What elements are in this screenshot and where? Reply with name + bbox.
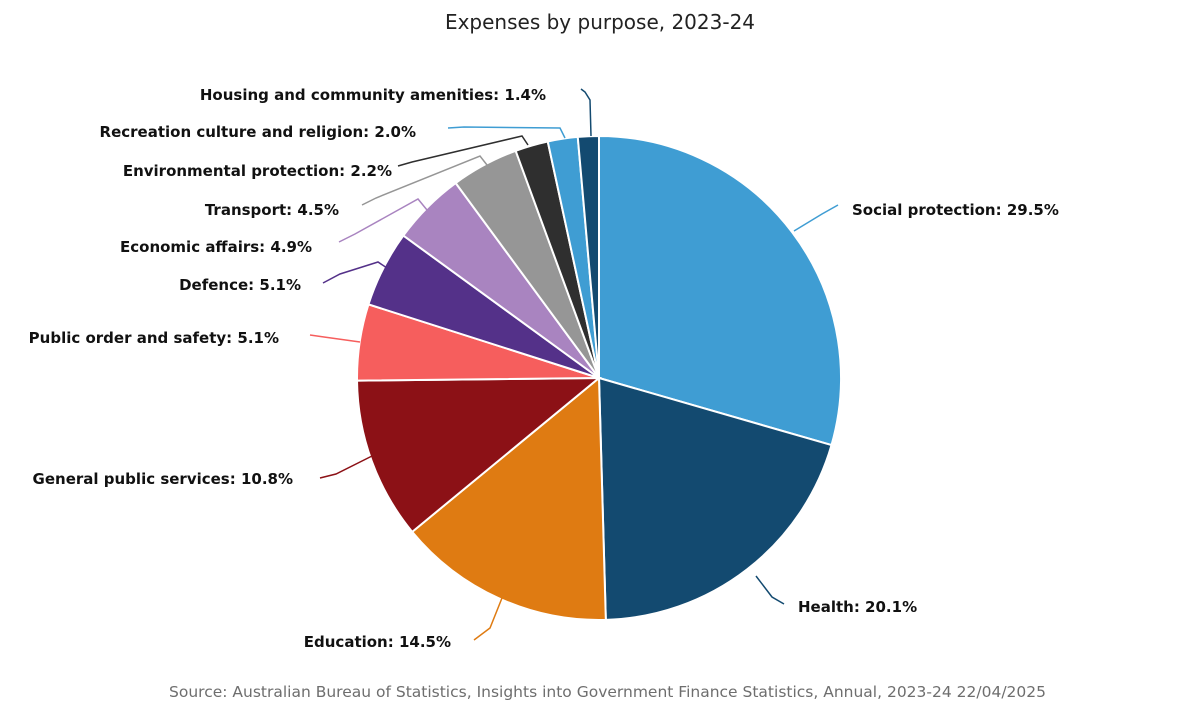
slice-label-public-order-and-safety: Public order and safety: 5.1%	[29, 329, 279, 347]
slice-label-environmental-protection: Environmental protection: 2.2%	[123, 162, 392, 180]
slice-label-health: Health: 20.1%	[798, 598, 917, 616]
leader-line-social-protection	[793, 204, 839, 232]
slice-label-defence: Defence: 5.1%	[179, 276, 301, 294]
source-note: Source: Australian Bureau of Statistics,…	[169, 683, 1046, 701]
slice-label-social-protection: Social protection: 29.5%	[852, 201, 1059, 219]
leader-line-recreation-culture-and-religion	[447, 126, 566, 139]
pie-slice-general-public-services	[356, 376, 602, 534]
pie-slice-health	[597, 376, 833, 621]
leader-line-environmental-protection	[397, 135, 529, 167]
leader-line-education	[473, 597, 503, 641]
pie-slice-education	[410, 375, 607, 621]
leader-line-transport	[361, 155, 488, 206]
pie-slice-social-protection	[598, 134, 842, 447]
pie-slices	[356, 134, 842, 621]
leader-line-public-order-and-safety	[309, 334, 361, 343]
leader-line-economic-affairs	[338, 198, 428, 243]
chart-title: Expenses by purpose, 2023-24	[444, 10, 756, 34]
leader-line-general-public-services	[319, 455, 373, 479]
leader-lines	[309, 88, 839, 641]
pie-slice-housing-and-community-amenities	[576, 134, 600, 379]
slice-labels: Social protection: 29.5% Health: 20.1% Edu…	[29, 86, 1059, 651]
slice-label-education: Education: 14.5%	[304, 633, 451, 651]
leader-line-housing-and-community-amenities	[580, 88, 592, 137]
leader-line-health	[755, 575, 785, 605]
slice-label-housing-and-community-amenities: Housing and community amenities: 1.4%	[200, 86, 546, 104]
leader-line-defence	[322, 261, 388, 284]
slice-label-general-public-services: General public services: 10.8%	[33, 470, 293, 488]
slice-label-recreation-culture-and-religion: Recreation culture and religion: 2.0%	[100, 123, 416, 141]
slice-label-transport: Transport: 4.5%	[205, 201, 339, 219]
slice-label-economic-affairs: Economic affairs: 4.9%	[120, 238, 312, 256]
